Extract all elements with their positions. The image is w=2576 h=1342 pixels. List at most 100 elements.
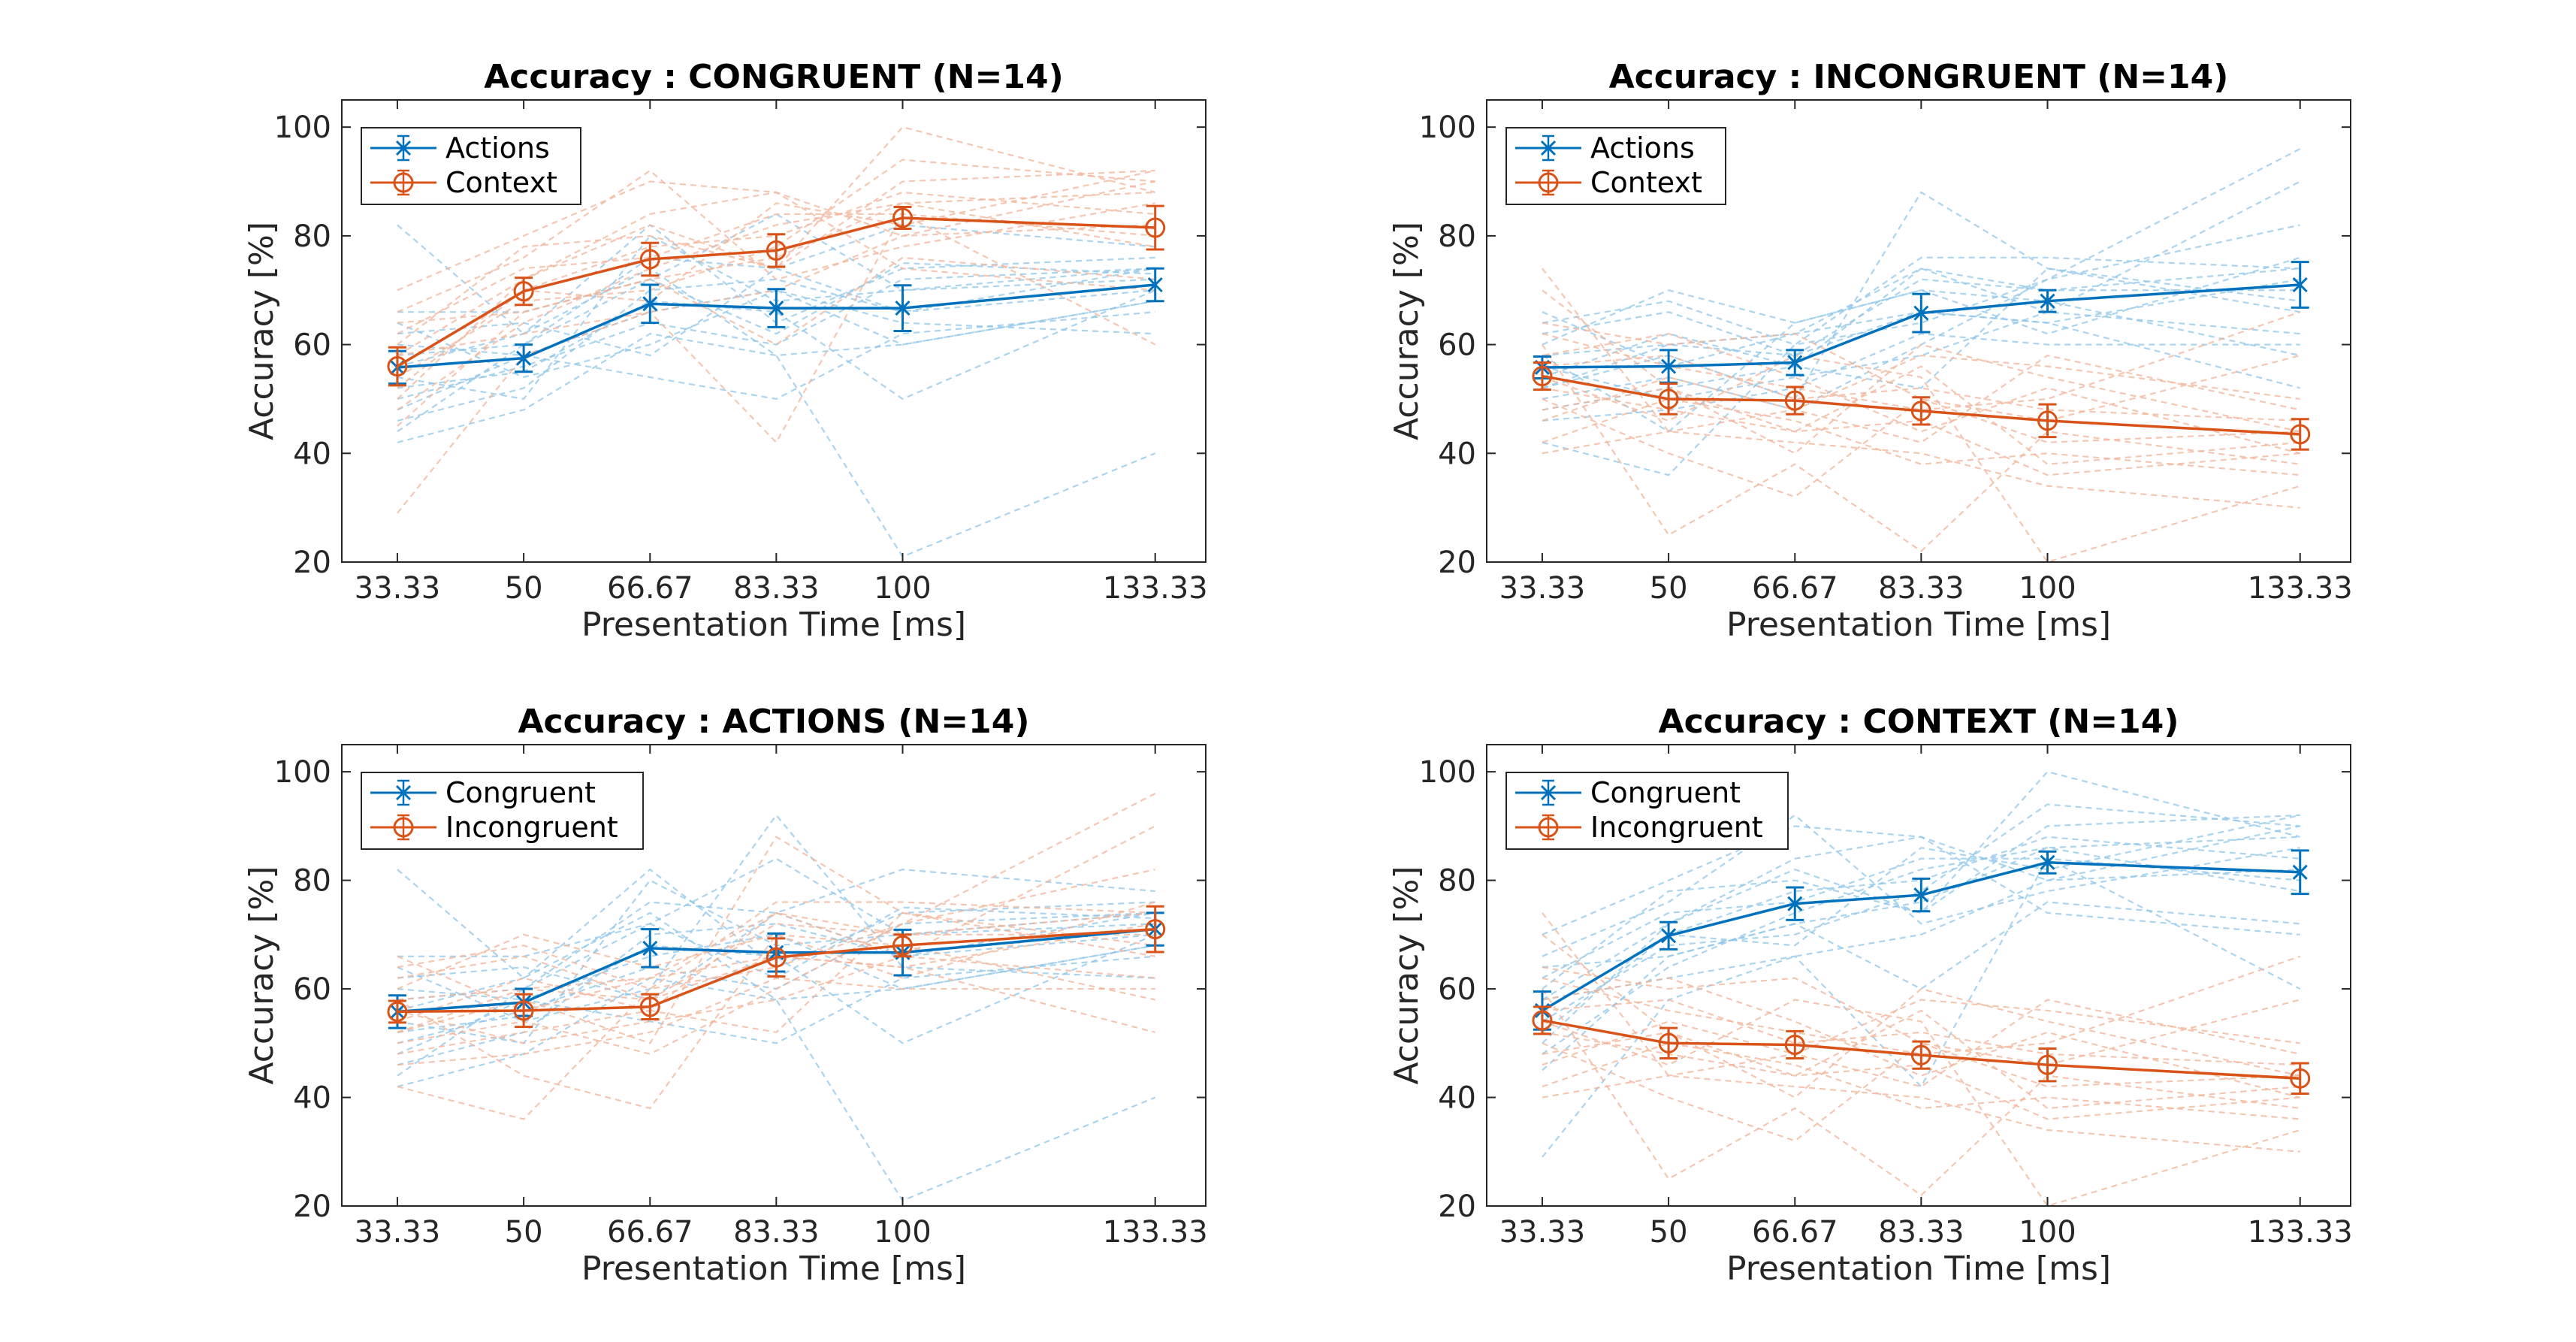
data-point-congruent-stroke-b [1787, 896, 1803, 911]
x-tick-label: 133.33 [2248, 1215, 2353, 1250]
orange-subject-line-8 [1542, 1042, 2300, 1120]
legend-marker-incongruent [1538, 817, 1559, 838]
orange-subject-line-1 [1542, 267, 2300, 509]
series-line-incongruent [397, 927, 1155, 1014]
y-tick-label: 80 [293, 219, 331, 254]
data-point-actions-stroke-b [1787, 355, 1803, 370]
x-tick-label: 100 [874, 1215, 931, 1250]
blue-subject-line-11 [1542, 901, 2300, 990]
y-tick-label: 40 [293, 437, 331, 471]
orange-subject-line-11 [1542, 1009, 2300, 1110]
axes-box [1486, 99, 2351, 563]
data-point-context [387, 356, 408, 377]
series-line-context [397, 216, 1155, 368]
y-tick-label: 20 [293, 1189, 331, 1224]
legend-marker-actions-stroke-b [395, 140, 412, 156]
data-point-congruent-stroke-b [642, 940, 658, 956]
data-point-congruent [1787, 896, 1803, 911]
panel-title: Accuracy : ACTIONS (N=14) [518, 703, 1029, 741]
legend-label: Congruent [445, 776, 596, 809]
legend-marker-actions-stroke-b [1540, 140, 1557, 156]
x-tick-label: 50 [1650, 571, 1688, 606]
data-point-context [1145, 217, 1166, 238]
y-axis-label: Accuracy [%] [243, 222, 281, 440]
legend-marker-congruent [1540, 784, 1557, 801]
x-tick-label: 66.67 [1752, 571, 1838, 606]
orange-subject-line-2 [397, 911, 1155, 1055]
orange-subject-line-10 [1542, 311, 2301, 411]
orange-subject-line-10 [1542, 955, 2301, 1055]
y-tick-label: 100 [274, 755, 331, 790]
orange-subject-line-1 [397, 793, 1156, 1120]
data-point-actions [769, 301, 784, 316]
orange-subject-line-14 [1542, 933, 2300, 1099]
blue-subject-line-8 [397, 267, 1155, 357]
blue-subject-line-12 [1542, 256, 2300, 346]
blue-subject-line-5 [1542, 857, 2300, 979]
data-point-actions [2292, 277, 2308, 293]
individual-traces [1542, 770, 2301, 1207]
orange-subject-line-14 [1542, 289, 2300, 455]
legend-item-incongruent: Incongruent [370, 811, 618, 844]
legend-label: Context [1590, 166, 1702, 199]
data-point-actions-stroke-b [2040, 293, 2055, 309]
data-point-actions [516, 350, 532, 366]
y-tick-label: 80 [1438, 864, 1476, 899]
blue-subject-line-14 [1542, 311, 2300, 389]
chart-panel-3: 20 40 60 80 100 33.33 50 66.67 83.33 100 133.33 Acc… [243, 703, 1208, 1288]
data-point-actions-stroke-b [2292, 277, 2308, 293]
series-line-context [1542, 374, 2300, 436]
blue-subject-line-12 [1542, 836, 2300, 1044]
orange-subject-line-11 [397, 256, 1155, 346]
blue-subject-line-10 [1542, 814, 2300, 1011]
orange-subject-line-2 [1542, 343, 2300, 552]
x-axis-label: Presentation Time [ms] [581, 606, 966, 644]
data-point-actions [2040, 293, 2055, 309]
legend-marker-context [393, 172, 414, 193]
data-point-incongruent [387, 1001, 408, 1022]
x-axis-label: Presentation Time [ms] [581, 1250, 966, 1288]
legend-item-context: Context [370, 166, 557, 199]
legend-marker-congruent [395, 784, 412, 801]
y-tick-label: 60 [1438, 328, 1476, 363]
legend-marker-incongruent [393, 817, 414, 838]
chart-panel-1: 20 40 60 80 100 33.33 50 66.67 83.33 100 133.33 Acc… [243, 58, 1208, 644]
x-tick-label: 66.67 [607, 571, 693, 606]
blue-subject-line-7 [1542, 803, 2300, 1023]
blue-subject-line-1 [1542, 148, 2301, 476]
blue-subject-line-4 [1542, 814, 2300, 1001]
data-point-context [1784, 390, 1805, 411]
legend-box [1505, 127, 1726, 205]
y-axis-label: Accuracy [%] [1388, 866, 1426, 1084]
x-tick-label: 83.33 [1878, 571, 1964, 606]
data-point-context [2290, 424, 2311, 445]
legend-item-incongruent: Incongruent [1515, 811, 1763, 844]
orange-subject-line-8 [1542, 397, 2300, 476]
x-tick-label: 50 [505, 1215, 543, 1250]
data-point-actions [895, 301, 911, 316]
orange-subject-line-9 [397, 125, 1155, 346]
orange-subject-line-6 [1542, 999, 2300, 1066]
data-point-actions [1147, 277, 1163, 293]
blue-subject-line-1 [1542, 869, 2300, 1158]
blue-subject-line-11 [1542, 332, 2300, 422]
orange-subject-line-13 [397, 213, 1156, 444]
orange-subject-line-5 [1542, 1042, 2300, 1142]
legend-box [361, 127, 581, 205]
series-incongruent [387, 905, 1166, 1029]
data-point-context [639, 249, 660, 270]
data-point-congruent-stroke-b [1661, 928, 1677, 944]
series-line-actions [397, 283, 1155, 369]
x-tick-label: 33.33 [1499, 1215, 1586, 1250]
blue-subject-line-6 [1542, 311, 2300, 400]
data-point-incongruent [2290, 1068, 2311, 1089]
y-tick-label: 20 [1438, 1189, 1476, 1224]
blue-subject-line-9 [397, 879, 1155, 1044]
x-tick-label: 100 [874, 571, 931, 606]
axes-box [341, 99, 1206, 563]
y-tick-label: 80 [1438, 219, 1476, 254]
series-congruent [1533, 849, 2309, 1031]
